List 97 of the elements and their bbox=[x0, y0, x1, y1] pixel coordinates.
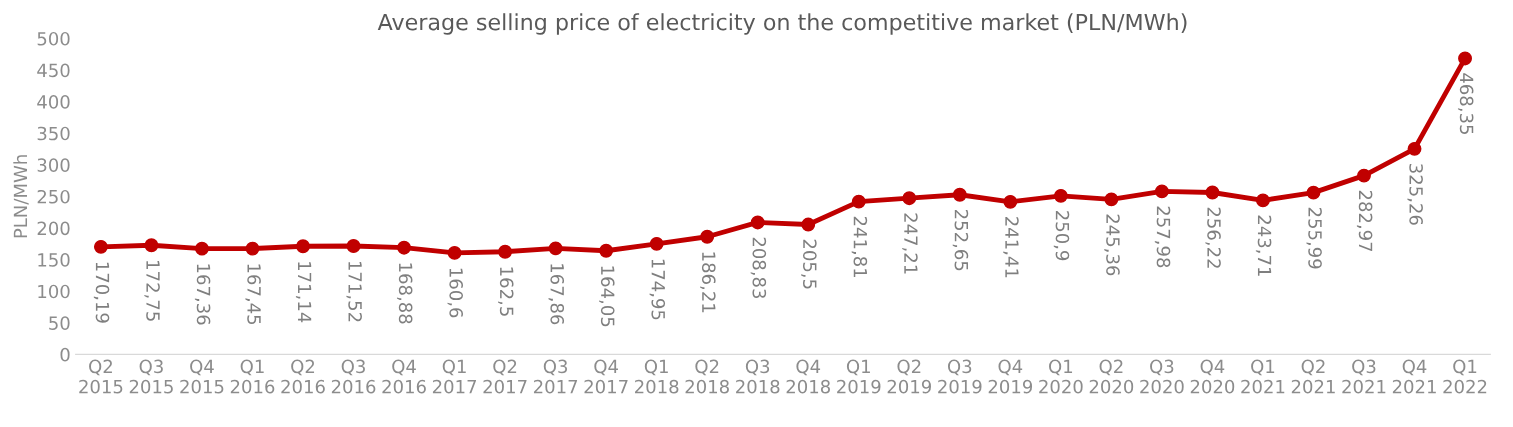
data-label: 241,81 bbox=[851, 216, 868, 277]
point bbox=[1306, 185, 1321, 200]
data-label: 167,36 bbox=[194, 264, 211, 325]
x-tick-label: Q3 2017 bbox=[533, 359, 578, 394]
point bbox=[750, 215, 765, 230]
x-tick-label: Q2 2016 bbox=[281, 359, 325, 394]
point bbox=[1357, 168, 1371, 183]
y-tick-label: 250 bbox=[37, 189, 70, 204]
data-label: 170,19 bbox=[93, 262, 110, 323]
x-tick-label: Q1 2018 bbox=[635, 359, 679, 394]
x-tick-label: Q1 2021 bbox=[1241, 359, 1285, 394]
data-label: 255,99 bbox=[1306, 207, 1322, 269]
point bbox=[1003, 194, 1018, 209]
chart-title: Average selling price of electricity on the competitive market (PLN/MWh) bbox=[377, 13, 1187, 35]
data-label: 171,52 bbox=[346, 261, 362, 322]
point bbox=[1104, 192, 1119, 207]
point bbox=[1256, 193, 1270, 208]
data-label: 250,9 bbox=[1053, 211, 1070, 261]
point bbox=[599, 243, 614, 258]
y-tick-label: 200 bbox=[37, 221, 70, 236]
data-label: 168,88 bbox=[396, 263, 413, 324]
x-tick-label: Q2 2021 bbox=[1291, 359, 1335, 394]
point bbox=[801, 217, 816, 232]
x-tick-label: Q4 2021 bbox=[1392, 359, 1436, 394]
data-label: 257,98 bbox=[1154, 206, 1171, 268]
x-tick-label: Q4 2018 bbox=[786, 359, 830, 394]
data-label: 325,26 bbox=[1407, 164, 1423, 225]
data-label: 172,75 bbox=[144, 261, 160, 321]
data-label: 186,21 bbox=[700, 252, 716, 313]
data-label: 208,83 bbox=[750, 237, 767, 299]
data-label: 241,41 bbox=[1003, 217, 1019, 278]
data-label: 171,14 bbox=[295, 262, 312, 323]
data-label: 256,22 bbox=[1205, 207, 1221, 268]
point bbox=[397, 240, 411, 255]
point bbox=[498, 244, 513, 259]
y-tick-label: 0 bbox=[60, 347, 70, 362]
data-label: 167,45 bbox=[245, 264, 261, 325]
data-label: 205,5 bbox=[801, 239, 817, 289]
point bbox=[902, 191, 917, 206]
x-tick-label: Q3 2015 bbox=[129, 359, 173, 394]
x-tick-label: Q4 2015 bbox=[180, 359, 224, 394]
data-label: 160,6 bbox=[447, 268, 463, 318]
y-tick-label: 450 bbox=[37, 63, 70, 78]
y-tick-label: 300 bbox=[37, 158, 70, 172]
x-tick-label: Q3 2020 bbox=[1140, 359, 1184, 394]
y-tick-label: 50 bbox=[49, 316, 70, 330]
point bbox=[1154, 184, 1169, 199]
data-label: 164,05 bbox=[599, 266, 615, 327]
y-tick-label: 400 bbox=[37, 95, 70, 109]
y-tick-label: 100 bbox=[38, 284, 70, 299]
point bbox=[144, 238, 159, 253]
x-tick-label: Q3 2019 bbox=[938, 359, 982, 394]
point bbox=[93, 239, 108, 254]
point bbox=[447, 245, 462, 260]
x-tick-label: Q3 2016 bbox=[331, 359, 376, 394]
x-tick-label: Q1 2016 bbox=[230, 359, 275, 394]
data-label: 174,95 bbox=[649, 259, 666, 320]
x-tick-label: Q2 2017 bbox=[483, 359, 527, 394]
x-tick-label: Q2 2020 bbox=[1089, 359, 1134, 394]
x-tick-label: Q1 2017 bbox=[432, 359, 477, 394]
data-label: 252,65 bbox=[952, 209, 969, 271]
point bbox=[1458, 51, 1472, 66]
x-tick-label: Q1 2020 bbox=[1039, 359, 1083, 394]
point bbox=[1407, 141, 1422, 156]
y-tick-label: 150 bbox=[38, 253, 70, 267]
point bbox=[1205, 185, 1220, 200]
point bbox=[649, 236, 664, 251]
x-tick-label: Q3 2018 bbox=[736, 359, 780, 394]
x-tick-label: Q4 2019 bbox=[988, 359, 1033, 394]
data-label: 468,35 bbox=[1457, 73, 1474, 134]
point bbox=[548, 241, 563, 256]
point bbox=[1053, 188, 1068, 203]
x-tick-label: Q3 2021 bbox=[1342, 359, 1386, 394]
x-tick-label: Q4 2016 bbox=[382, 359, 426, 394]
y-tick-label: 350 bbox=[37, 126, 70, 141]
point bbox=[245, 241, 260, 256]
x-tick-label: Q2 2015 bbox=[79, 359, 123, 394]
data-label: 245,36 bbox=[1104, 214, 1120, 276]
x-tick-label: Q2 2018 bbox=[685, 359, 729, 394]
x-tick-label: Q4 2020 bbox=[1190, 359, 1235, 394]
x-tick-label: Q4 2017 bbox=[584, 359, 628, 394]
point bbox=[346, 239, 361, 253]
data-label: 243,71 bbox=[1255, 215, 1272, 276]
point bbox=[952, 187, 967, 202]
data-label: 247,21 bbox=[902, 213, 918, 274]
data-label: 282,97 bbox=[1356, 190, 1373, 252]
point bbox=[851, 194, 866, 209]
data-label: 162,5 bbox=[498, 267, 514, 316]
point bbox=[296, 239, 310, 254]
data-label: 167,86 bbox=[548, 264, 565, 325]
point bbox=[700, 229, 715, 244]
x-tick-label: Q2 2019 bbox=[887, 359, 931, 394]
point bbox=[195, 241, 209, 256]
y-axis-title: PLN/MWh bbox=[13, 155, 29, 238]
x-tick-label: Q1 2022 bbox=[1443, 359, 1487, 394]
x-tick-label: Q1 2019 bbox=[837, 359, 881, 394]
y-tick-label: 500 bbox=[37, 31, 70, 46]
